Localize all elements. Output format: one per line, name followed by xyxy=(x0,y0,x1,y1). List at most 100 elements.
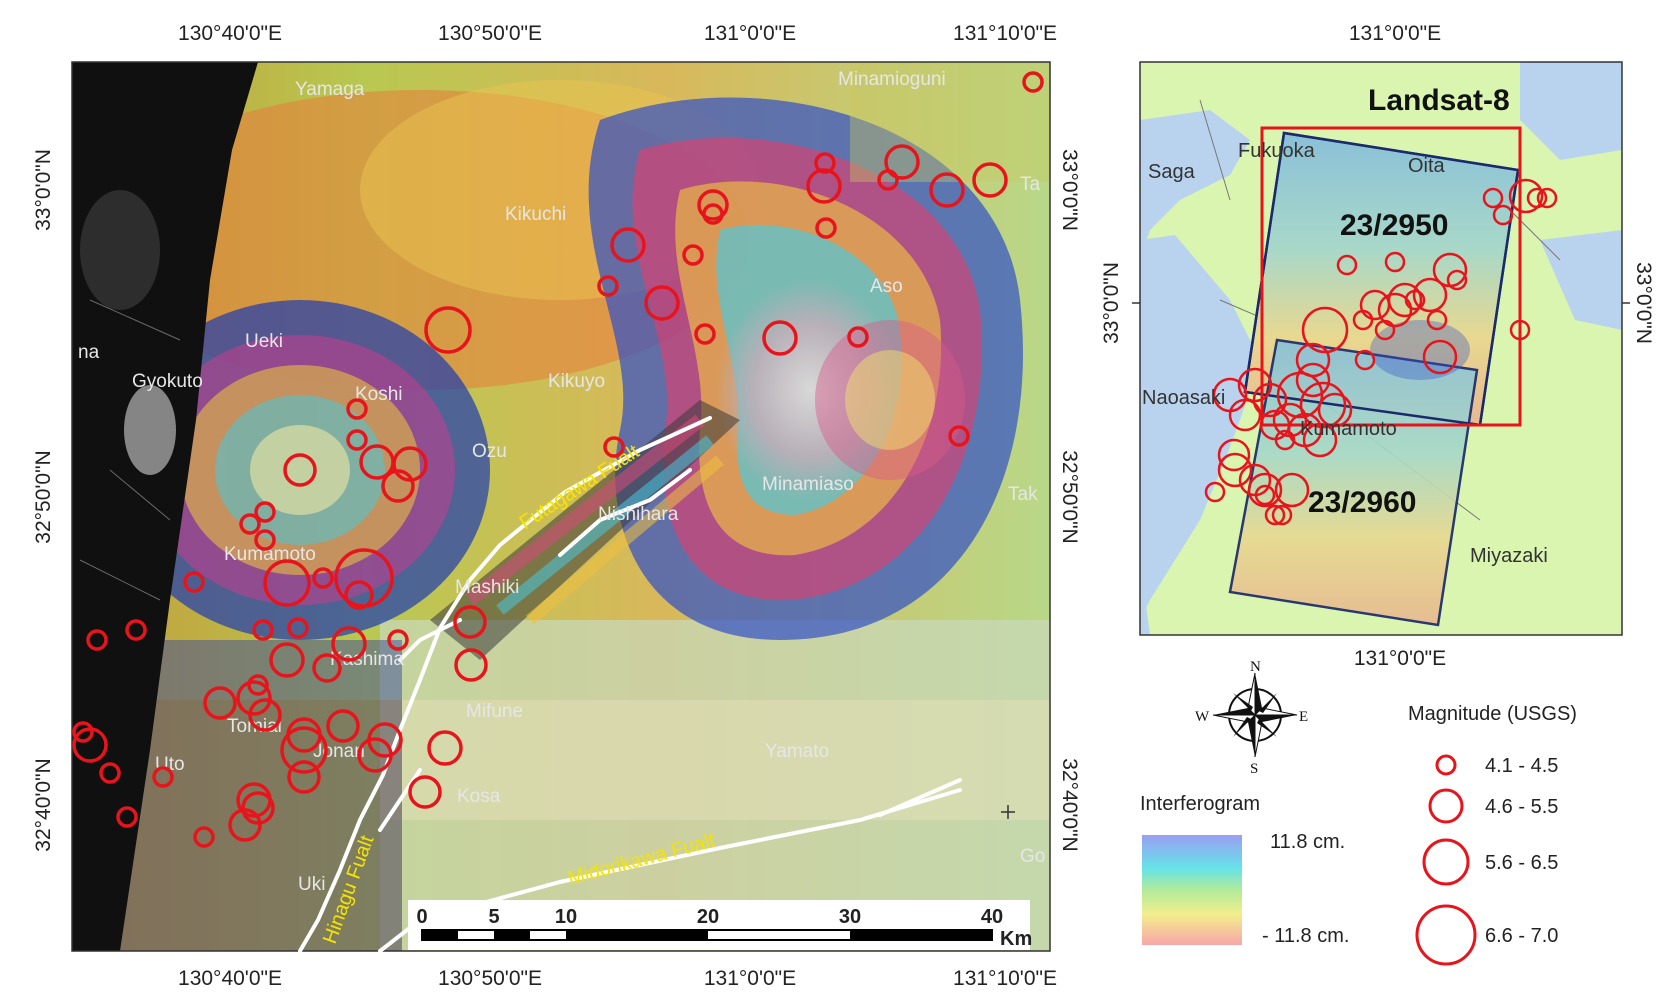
inset-quake-circle xyxy=(1426,309,1448,331)
bottom-tick-4: 131°10'0"E xyxy=(953,967,1057,990)
interferogram-color-ramp xyxy=(1142,835,1242,945)
magnitude-symbol-small xyxy=(1435,754,1457,776)
left-tick-1: 33°0'0"N xyxy=(32,149,55,231)
place-kikuyo: Kikuyo xyxy=(548,371,605,392)
quake-circle xyxy=(814,152,836,174)
grid-cross-marker xyxy=(1001,805,1015,819)
quake-circle xyxy=(254,501,276,523)
inset-quake-circle xyxy=(1228,398,1262,432)
inset-quake-circle xyxy=(1217,452,1253,488)
quake-circle xyxy=(283,453,317,487)
place-yamaga: Yamaga xyxy=(295,79,365,100)
quake-circle xyxy=(116,806,138,828)
quake-circle xyxy=(236,680,272,716)
place-na: na xyxy=(78,342,100,363)
bottom-tick-3: 131°0'0"E xyxy=(704,967,796,990)
magnitude-legend-title: Magnitude (USGS) xyxy=(1408,703,1577,725)
inset-earthquake-circles xyxy=(1204,178,1558,526)
quake-circle xyxy=(247,674,269,696)
inset-quake-circle xyxy=(1237,367,1273,403)
quake-circle xyxy=(453,605,487,639)
quake-circle xyxy=(312,567,334,589)
quake-circle xyxy=(254,529,276,551)
scene-2950-label: 23/2950 xyxy=(1340,209,1448,242)
quake-circle xyxy=(72,727,108,763)
interferogram-min-label: - 11.8 cm. xyxy=(1262,925,1349,947)
place-kikuchi: Kikuchi xyxy=(505,204,566,225)
quake-circle xyxy=(152,766,174,788)
quake-circle xyxy=(203,686,237,720)
right-tick-2: 32°50'0"N xyxy=(1058,450,1081,543)
compass-w: W xyxy=(1195,709,1210,725)
futagawa-fault-branch xyxy=(558,468,692,557)
quake-circle xyxy=(1022,71,1044,93)
quake-circle xyxy=(603,436,625,458)
magnitude-symbol-xlarge xyxy=(1415,904,1477,966)
quake-circle xyxy=(387,629,409,651)
inset-quake-circle xyxy=(1217,438,1251,472)
quake-circle xyxy=(847,326,869,348)
inset-place-oita: Oita xyxy=(1408,155,1446,177)
quake-circle xyxy=(86,629,108,651)
inset-quake-circle xyxy=(1301,306,1349,354)
quake-circle xyxy=(72,721,94,743)
quake-circle xyxy=(702,203,724,225)
place-mifune: Mifune xyxy=(466,701,523,722)
inset-quake-circle xyxy=(1359,289,1391,321)
quake-circle xyxy=(806,168,842,204)
quake-circle xyxy=(454,648,488,682)
inset-quake-circle xyxy=(1302,422,1338,458)
quake-circle xyxy=(263,559,311,607)
top-tick-2: 130°50'0"E xyxy=(438,22,542,45)
quake-circle xyxy=(239,513,261,535)
inset-quake-circle xyxy=(1247,472,1283,508)
quake-circle xyxy=(331,626,367,662)
inset-quake-circle xyxy=(1274,472,1310,508)
scale-tick-20: 20 xyxy=(697,906,719,928)
place-ta: Ta xyxy=(1020,174,1041,195)
landsat-8-title: Landsat-8 xyxy=(1368,84,1510,117)
inset-quake-circle xyxy=(1412,277,1448,313)
scale-tick-5: 5 xyxy=(488,906,499,928)
futagawa-fault-west xyxy=(398,618,462,662)
quake-circle xyxy=(427,730,463,766)
inset-quake-circle xyxy=(1259,409,1291,441)
magnitude-class-3: 5.6 - 6.5 xyxy=(1485,852,1558,874)
quake-circle xyxy=(241,791,275,825)
inset-quake-circle xyxy=(1384,251,1406,273)
quake-circle xyxy=(252,619,274,641)
quake-circle xyxy=(762,320,798,356)
quake-circle xyxy=(948,425,970,447)
place-yamato: Yamato xyxy=(765,741,829,762)
inset-ariake-sea xyxy=(1140,235,1260,620)
quake-circle xyxy=(248,698,282,732)
inset-place-naoasaki: Naoasaki xyxy=(1142,387,1225,409)
inset-sea-east xyxy=(1520,62,1622,160)
scene-2960-footprint xyxy=(1228,338,1479,627)
scale-unit: Km xyxy=(1000,928,1032,950)
main-map-frame xyxy=(71,61,1051,952)
main-map-coordinates: 130°40'0"E 130°50'0"E 131°0'0"E 131°10'0… xyxy=(32,22,1081,990)
inset-quake-circle xyxy=(1352,309,1374,331)
compass-n: N xyxy=(1250,659,1261,675)
inset-quake-circle xyxy=(1482,187,1504,209)
quake-circle xyxy=(193,826,215,848)
quake-circle xyxy=(929,172,965,208)
inset-top-tick: 131°0'0"E xyxy=(1349,22,1441,45)
inset-quake-circle xyxy=(1492,204,1514,226)
bottom-tick-2: 130°50'0"E xyxy=(438,967,542,990)
hinagu-fault-line xyxy=(298,416,712,953)
scale-tick-40: 40 xyxy=(981,906,1003,928)
quake-circle xyxy=(287,617,309,639)
quake-circle xyxy=(99,762,121,784)
inset-place-saga: Saga xyxy=(1148,161,1196,183)
compass-e: E xyxy=(1299,709,1308,725)
interferogram-legend: Interferogram 11.8 cm. - 11.8 cm. xyxy=(1140,793,1349,947)
inset-quake-circle xyxy=(1271,504,1293,526)
quake-circle xyxy=(877,169,899,191)
scale-tick-0: 0 xyxy=(416,906,427,928)
inset-map: Saga Fukuoka Oita Naoasaki Kumamoto Miya… xyxy=(1100,22,1655,670)
scale-tick-30: 30 xyxy=(839,906,861,928)
quake-circle xyxy=(682,244,704,266)
